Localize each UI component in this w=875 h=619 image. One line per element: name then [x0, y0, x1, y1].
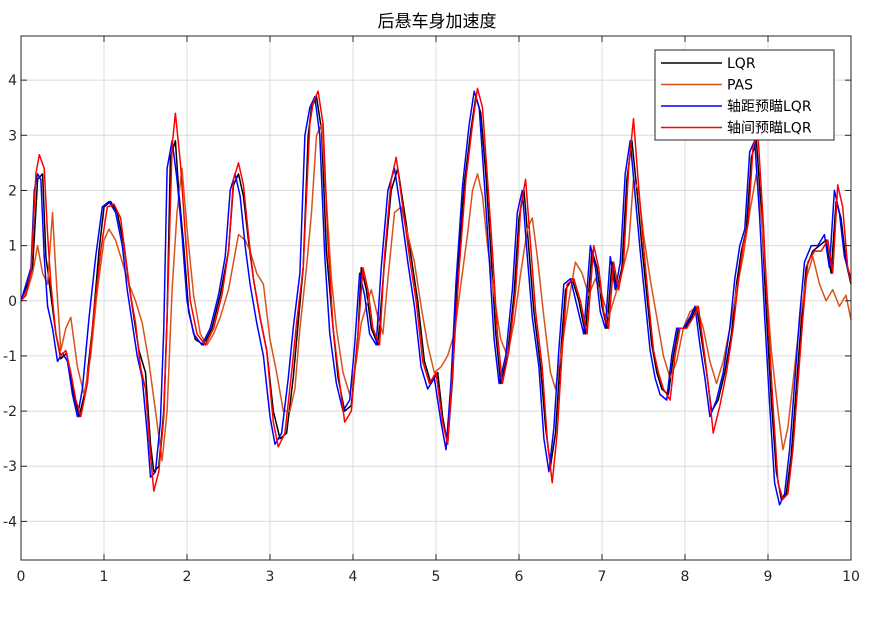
y-tick-label: -2 — [3, 404, 17, 420]
chart-title: 后悬车身加速度 — [378, 12, 497, 32]
x-tick-label: 7 — [598, 569, 607, 585]
x-tick-label: 2 — [183, 569, 192, 585]
y-tick-label: 0 — [8, 294, 17, 310]
x-tick-label: 10 — [842, 569, 860, 585]
legend-label-wheelbase-preview-lqr: 轴距预瞄LQR — [727, 99, 812, 115]
legend-label-pas: PAS — [727, 78, 753, 94]
legend-label-interaxle-preview-lqr: 轴间预瞄LQR — [727, 121, 812, 137]
x-tick-label: 1 — [100, 569, 109, 585]
y-tick-label: -4 — [3, 514, 17, 530]
legend-label-lqr: LQR — [727, 56, 756, 72]
x-tick-label: 4 — [349, 569, 358, 585]
series-line-interaxle-preview-lqr — [20, 87, 852, 501]
legend-box — [654, 49, 835, 141]
y-tick-label: 2 — [8, 183, 17, 199]
y-tick-label: 1 — [8, 239, 17, 255]
y-tick-label: -3 — [3, 459, 17, 475]
x-tick-label: 5 — [432, 569, 441, 585]
x-tick-label: 8 — [681, 569, 690, 585]
x-tick-label: 9 — [764, 569, 773, 585]
y-tick-label: -1 — [3, 349, 17, 365]
series-line-pas — [20, 123, 852, 462]
x-tick-label: 6 — [515, 569, 524, 585]
series-layer — [20, 87, 852, 506]
series-line-wheelbase-preview-lqr — [20, 90, 852, 506]
legend: LQR PAS 轴距预瞄LQR 轴间预瞄LQR — [654, 49, 835, 141]
x-tick-label: 0 — [17, 569, 26, 585]
y-tick-label: 4 — [8, 73, 17, 89]
y-tick-label: 3 — [8, 128, 17, 144]
x-tick-label: 3 — [266, 569, 275, 585]
axis-ticks: 0 1 2 3 4 5 6 7 8 9 10 -4 -3 -2 -1 0 1 2 3 4 — [3, 36, 860, 585]
